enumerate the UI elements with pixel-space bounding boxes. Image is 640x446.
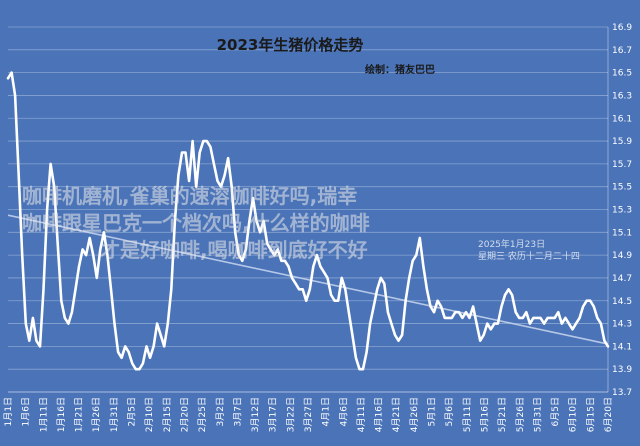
trendline: [7, 214, 609, 345]
watermark-line-2: 咖啡跟星巴克一个档次吗,什么样的咖啡: [22, 211, 370, 235]
chart-subtitle: 绘制：猪友巴巴: [365, 63, 435, 76]
y-tick-label: 15.1: [612, 228, 632, 238]
x-tick-label: 5月26日: [515, 397, 526, 432]
watermark-stamp-weekday: 星期三 农历十二月二十四: [478, 250, 580, 262]
x-tick-label: 1月11日: [38, 397, 49, 432]
y-tick-label: 16.3: [612, 91, 632, 101]
x-tick-label: 2月15日: [162, 397, 173, 432]
x-tick-label: 5月16日: [479, 397, 490, 432]
y-axis-tick-labels: 13.7 13.9 14.1 14.3 14.5 14.7 14.9 15.1 15.3 15.5…: [612, 23, 632, 398]
x-tick-label: 5月31日: [532, 397, 543, 432]
x-tick-label: 1月1日: [3, 397, 14, 426]
y-tick-label: 16.7: [612, 46, 632, 56]
x-tick-label: 2月25日: [197, 397, 208, 432]
x-tick-label: 4月11日: [356, 397, 367, 432]
x-tick-label: 6月5日: [550, 397, 561, 426]
x-tick-label: 3月22日: [285, 397, 296, 432]
watermark-line-3: 才是好咖啡,喝咖啡到底好不好: [100, 238, 368, 262]
y-tick-label: 15.3: [612, 206, 632, 216]
y-tick-label: 16.9: [612, 23, 632, 33]
y-tick-label: 14.9: [612, 251, 632, 261]
x-tick-label: 1月31日: [109, 397, 120, 432]
x-tick-label: 4月26日: [409, 397, 420, 432]
x-axis-tick-labels: 1月1日 1月6日 1月11日 1月16日 1月21日 1月26日 1月31日 2月5日 2月1…: [3, 397, 614, 432]
x-tick-label: 5月1日: [427, 397, 438, 426]
watermark-line-1: 咖啡机磨机,雀巢的速溶咖啡好吗,瑞幸: [22, 184, 357, 208]
x-tick-label: 4月1日: [321, 397, 332, 426]
y-tick-label: 14.1: [612, 342, 632, 352]
x-tick-label: 2月10日: [144, 397, 155, 432]
y-tick-label: 15.7: [612, 160, 632, 170]
x-tick-label: 5月21日: [497, 397, 508, 432]
x-tick-label: 6月10日: [568, 397, 579, 432]
y-tick-label: 14.7: [612, 274, 632, 284]
y-tick-label: 14.3: [612, 320, 632, 330]
y-tick-label: 16.1: [612, 114, 632, 124]
x-tick-label: 3月2日: [215, 397, 226, 426]
x-tick-label: 3月17日: [268, 397, 279, 432]
x-tick-label: 5月6日: [444, 397, 455, 426]
y-tick-label: 13.9: [612, 365, 632, 375]
series-line-0: [6, 71, 610, 371]
x-tick-label: 1月21日: [74, 397, 85, 432]
y-tick-label: 15.5: [612, 183, 632, 193]
y-tick-label: 16.5: [612, 69, 632, 79]
x-tick-label: 4月6日: [338, 397, 349, 426]
series-layer: [6, 71, 610, 371]
x-tick-label: 1月6日: [21, 397, 32, 426]
chart-title: 2023年生猪价格走势: [217, 36, 364, 54]
y-tick-label: 14.5: [612, 297, 632, 307]
x-tick-label: 3月27日: [303, 397, 314, 432]
x-tick-label: 2月20日: [179, 397, 190, 432]
x-tick-label: 1月16日: [56, 397, 67, 432]
x-tick-label: 2月5日: [127, 397, 138, 426]
y-tick-label: 15.9: [612, 137, 632, 147]
x-tick-label: 1月26日: [91, 397, 102, 432]
x-tick-label: 4月21日: [391, 397, 402, 432]
watermark-stamp-date: 2025年1月23日: [478, 238, 545, 250]
watermark-overlay: 咖啡机磨机,雀巢的速溶咖啡好吗,瑞幸 咖啡跟星巴克一个档次吗,什么样的咖啡 才是…: [22, 184, 580, 262]
x-tick-label: 3月12日: [250, 397, 261, 432]
x-tick-label: 6月15日: [585, 397, 596, 432]
x-tick-label: 6月20日: [603, 397, 614, 432]
gridlines: [8, 26, 609, 393]
y-tick-label: 13.7: [612, 388, 632, 398]
x-tick-label: 5月11日: [462, 397, 473, 432]
x-tick-label: 3月7日: [232, 397, 243, 426]
x-tick-label: 4月16日: [374, 397, 385, 432]
